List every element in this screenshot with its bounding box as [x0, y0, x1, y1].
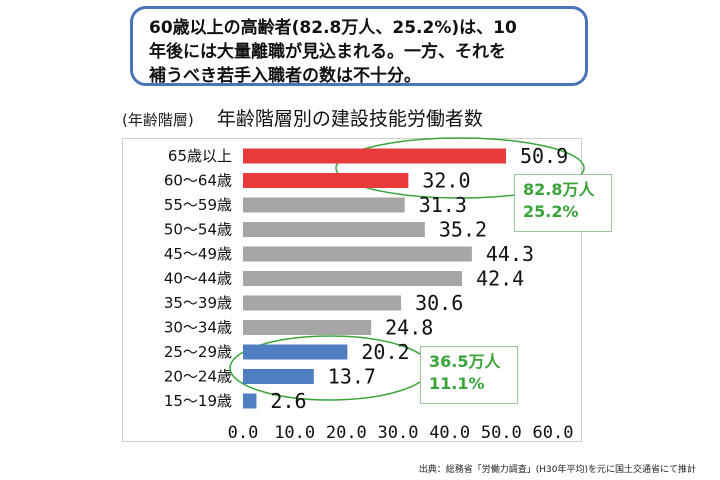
x-tick-label: 60.0: [533, 423, 574, 443]
value-label: 20.2: [361, 340, 409, 364]
source-note: 出典：総務省「労働力調査」(H30年平均)を元に国土交通省にて推計: [418, 465, 696, 475]
x-tick-label: 40.0: [429, 423, 470, 443]
senior-total-share: 25.2%: [523, 202, 579, 221]
bar: [243, 320, 372, 335]
value-label: 50.9: [520, 144, 568, 168]
category-label: 40〜44歳: [164, 270, 232, 288]
value-label: 32.0: [422, 169, 470, 193]
senior-total-annotation: 82.8万人 25.2%: [514, 174, 612, 232]
value-label: 13.7: [328, 365, 376, 389]
value-label: 42.4: [476, 267, 524, 291]
value-label: 35.2: [439, 218, 487, 242]
bar: [243, 271, 463, 286]
chart-header: (年齢階層) 年齢階層別の建設技能労働者数: [122, 104, 483, 131]
young-total-share: 11.1%: [429, 374, 485, 393]
category-label: 20〜24歳: [164, 368, 232, 386]
bar: [243, 393, 257, 409]
value-label: 30.6: [415, 291, 463, 315]
x-tick-label: 0.0: [228, 423, 259, 443]
category-label: 60〜64歳: [164, 172, 232, 190]
bar: [243, 197, 405, 213]
category-label: 55〜59歳: [164, 196, 232, 214]
callout-line: 60歳以上の高齢者(82.8万人、25.2%)は、10: [149, 18, 517, 38]
bar: [243, 369, 314, 384]
callout-line: 補うべき若手入職者の数は不十分。: [149, 66, 421, 86]
x-tick-label: 30.0: [378, 423, 419, 443]
value-label: 31.3: [419, 193, 467, 217]
category-label: 15〜19歳: [164, 392, 232, 410]
category-label: 65歳以上: [168, 147, 232, 165]
x-tick-label: 10.0: [274, 423, 315, 443]
summary-callout: 60歳以上の高齢者(82.8万人、25.2%)は、10 年後には大量離職が見込ま…: [130, 6, 588, 86]
bar: [243, 148, 506, 164]
senior-total-count: 82.8万人: [523, 180, 595, 199]
category-label: 35〜39歳: [164, 294, 232, 312]
chart-title: 年齢階層別の建設技能労働者数: [216, 108, 483, 130]
category-label: 45〜49歳: [164, 245, 232, 263]
value-label: 44.3: [486, 242, 534, 266]
value-label: 24.8: [385, 316, 433, 340]
category-label: 25〜29歳: [164, 343, 232, 361]
category-label: 30〜34歳: [164, 319, 232, 337]
bar: [243, 222, 425, 237]
callout-line: 年後には大量離職が見込まれる。一方、それを: [149, 42, 506, 62]
bar: [243, 344, 348, 360]
senior-highlight-ellipse: [335, 137, 585, 199]
x-tick-label: 20.0: [326, 423, 367, 443]
x-tick-label: 50.0: [481, 423, 522, 443]
young-total-annotation: 36.5万人 11.1%: [420, 346, 518, 404]
young-total-count: 36.5万人: [429, 352, 501, 371]
value-label: 2.6: [270, 389, 306, 413]
bar: [243, 173, 409, 188]
bar: [243, 246, 472, 262]
bar: [243, 295, 402, 311]
category-label: 50〜54歳: [164, 221, 232, 239]
axis-unit-label: (年齢階層): [122, 111, 194, 129]
